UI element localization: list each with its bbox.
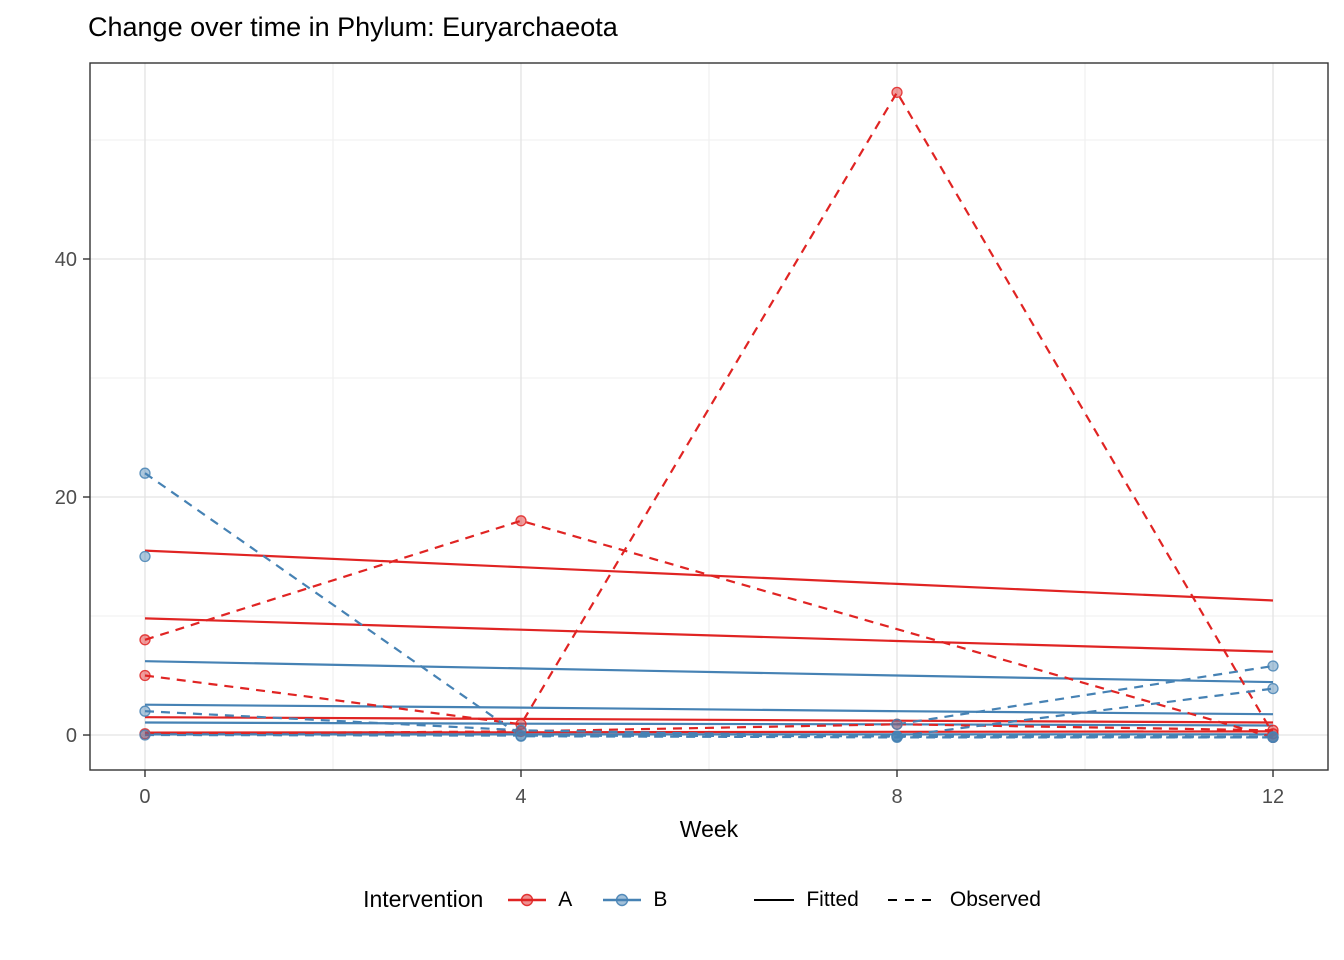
series-line-B-fitted-1 (144, 660, 1274, 684)
data-point-A-observed-2-week8 (891, 86, 903, 99)
data-point-A-observed-1-week4 (515, 515, 527, 527)
series-line-B-observed-5 (144, 710, 1274, 739)
legend-label-a: A (558, 887, 573, 911)
data-point-B-observed-6-week12 (1267, 731, 1279, 743)
series-line-B-fitted-2 (144, 703, 1274, 716)
x-tick-label: 0 (139, 786, 150, 808)
data-point-B-observed-1-week0 (139, 467, 151, 479)
series-line-A-observed-1 (144, 519, 1274, 739)
legend-key-a-dot (521, 893, 534, 906)
series-line-B-fitted-3 (144, 721, 1274, 727)
data-point-A-observed-2-week0 (139, 669, 151, 682)
legend-key-group-a (508, 893, 547, 906)
x-tick-label: 12 (1262, 786, 1284, 808)
x-tick-label: 8 (891, 786, 902, 808)
series-line-A-fitted-4 (144, 730, 1274, 734)
x-axis-title: Week (680, 816, 739, 842)
data-point-B-observed-6-week8 (891, 730, 903, 742)
plot-area: 0 4 8 12 0 20 40 Week (55, 62, 1329, 842)
data-point-B-observed-2-week0 (139, 550, 151, 563)
legend-label-b: B (653, 887, 668, 911)
y-tick-label: 20 (55, 487, 77, 509)
chart-title: Change over time in Phylum: Euryarchaeot… (88, 12, 618, 42)
data-point-B-observed-6-week0 (139, 729, 151, 741)
legend-label-observed: Observed (949, 887, 1041, 911)
series-line-A-fitted-2 (144, 617, 1274, 653)
legend-label-fitted: Fitted (806, 887, 859, 911)
data-point-A-observed-2-week12 (1267, 728, 1279, 740)
data-point-B-observed-4-week12 (1267, 682, 1279, 695)
data-point-B-observed-5-week0 (139, 705, 151, 717)
data-point-B-observed-3-week8 (891, 718, 903, 730)
x-tick-label: 4 (515, 786, 526, 808)
legend-key-b-dot (616, 893, 629, 906)
legend-key-observed (887, 898, 938, 901)
legend: Intervention A B Fitted Observed (0, 886, 1344, 913)
series-line-A-observed-3 (144, 723, 1274, 735)
data-point-A-observed-1-week0 (139, 634, 151, 646)
series-line-A-fitted-3 (144, 716, 1274, 724)
series-line-A-fitted-1 (144, 549, 1274, 602)
data-point-B-observed-6-week4 (515, 729, 527, 742)
legend-title: Intervention (363, 886, 484, 912)
legend-key-fitted (754, 898, 795, 901)
y-tick-label: 0 (66, 725, 77, 747)
data-point-B-observed-3-week12 (1267, 660, 1279, 672)
series-line-B-observed-6 (144, 733, 1274, 738)
legend-key-group-b (603, 893, 642, 906)
panel-border (89, 62, 1329, 771)
y-tick-label: 40 (55, 249, 77, 271)
